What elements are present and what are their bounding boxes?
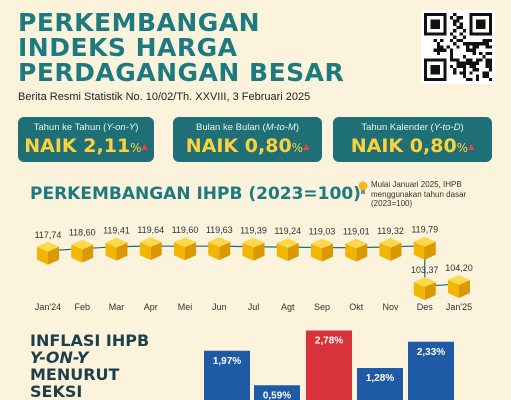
- inflasi-bar: [357, 368, 403, 400]
- ihpb-tick-label: Jun: [212, 302, 227, 312]
- ihpb-point: [345, 238, 368, 262]
- ihpb-data-label: 117,74: [35, 230, 62, 240]
- inflasi-bar-label: 1,28%: [366, 373, 394, 384]
- ihpb-data-label: 119,32: [377, 226, 404, 236]
- ihpb-data-label: 119,24: [274, 226, 301, 236]
- up-arrow-icon: ▲: [303, 142, 310, 151]
- card-month-to-month: Bulan ke Bulan (M-to-M) NAIK 0,80%▲: [173, 117, 322, 162]
- card-year-to-date: Tahun Kalender (Y-to-D) NAIK 0,80%▲: [333, 117, 492, 162]
- ihpb-point: [139, 237, 162, 261]
- inflasi-bar: [408, 341, 454, 400]
- ihpb-data-label: 104,20: [445, 263, 473, 273]
- ihpb-tick-label: Okt: [349, 302, 364, 312]
- ihpb-point: [71, 239, 94, 263]
- card-value: NAIK 0,80%▲: [350, 135, 475, 157]
- ihpb-line-chart: 117,74 118,60 119,41 119,64 119,60 119,63 119,…: [35, 225, 473, 312]
- ihpb-tick-label: Jul: [248, 302, 260, 312]
- title-line-2: INDEKS HARGA: [18, 33, 238, 62]
- card-year-on-year: Tahun ke Tahun (Y-on-Y) NAIK 2,11%▲: [18, 117, 154, 162]
- ihpb-data-label: 119,63: [206, 225, 233, 235]
- ihpb-tick-label: Feb: [74, 302, 90, 312]
- ihpb-point: [37, 241, 59, 265]
- ihpb-point: [311, 238, 333, 262]
- ihpb-data-label: 119,01: [343, 227, 370, 237]
- ihpb-tick-label: Mar: [109, 302, 125, 312]
- inflasi-bar-chart: 1,97% 0,59% 2,78% 1,28% 2,33%: [204, 330, 454, 400]
- ihpb-data-label: 119,64: [137, 225, 164, 235]
- ihpb-data-label: 119,03: [309, 227, 336, 237]
- ihpb-point: [242, 237, 265, 261]
- lightbulb-icon: [358, 181, 368, 194]
- ihpb-tick-label: Agt: [281, 302, 295, 312]
- ihpb-tick-label: Jan'25: [446, 302, 472, 312]
- inflasi-title: INFLASI IHPB Y-ON-Y MENURUT SEKSI: [30, 331, 150, 400]
- card-value: NAIK 0,80%▲: [185, 135, 310, 157]
- ihpb-data-label: 103,37: [411, 265, 439, 275]
- ihpb-point: [174, 237, 196, 261]
- qr-code-icon[interactable]: [421, 10, 495, 84]
- ihpb-tick-label: Apr: [144, 302, 158, 312]
- ihpb-point: [448, 275, 470, 299]
- card-value: NAIK 2,11%▲: [24, 135, 148, 157]
- ihpb-data-label: 118,60: [69, 228, 96, 238]
- ihpb-point: [276, 238, 299, 262]
- card-label: Tahun ke Tahun (Y-on-Y): [33, 122, 139, 133]
- ihpb-tick-label: Des: [417, 302, 434, 312]
- subtitle: Berita Resmi Statistik No. 10/02/Th. XXV…: [18, 91, 311, 103]
- ihpb-tick-label: Jan'24: [35, 302, 61, 312]
- ihpb-chart-title: PERKEMBANGAN IHPB (2023=100): [30, 184, 361, 204]
- ihpb-data-label: 119,41: [103, 226, 130, 236]
- title-line-3: PERDAGANGAN BESAR: [18, 58, 345, 87]
- up-arrow-icon: ▲: [141, 142, 148, 151]
- ihpb-point: [413, 236, 436, 260]
- title-line-1: PERKEMBANGAN: [18, 8, 261, 37]
- ihpb-tick-label: Nov: [382, 302, 399, 312]
- base-year-note: Mulai Januari 2025, IHPB menggunakan tah…: [371, 180, 467, 208]
- page-title: PERKEMBANGAN INDEKS HARGA PERDAGANGAN BE…: [18, 10, 344, 85]
- ihpb-point: [413, 277, 436, 301]
- up-arrow-icon: ▲: [468, 142, 475, 151]
- inflasi-bar: [254, 385, 300, 400]
- inflasi-bar: [306, 330, 352, 400]
- card-label: Tahun Kalender (Y-to-D): [361, 122, 464, 133]
- inflasi-bar-label: 2,78%: [315, 336, 343, 347]
- ihpb-data-label: 119,79: [411, 225, 438, 235]
- ihpb-point: [379, 237, 402, 261]
- ihpb-point: [105, 237, 128, 261]
- inflasi-bar-label: 1,97%: [213, 356, 241, 367]
- ihpb-point: [208, 237, 231, 261]
- ihpb-data-label: 119,39: [240, 226, 267, 236]
- ihpb-data-label: 119,60: [172, 225, 199, 235]
- inflasi-bar: [204, 350, 250, 400]
- card-label: Bulan ke Bulan (M-to-M): [196, 122, 299, 133]
- ihpb-tick-label: Mei: [178, 302, 193, 312]
- inflasi-bar-label: 0,59%: [263, 390, 291, 400]
- ihpb-tick-label: Sep: [314, 302, 330, 312]
- inflasi-bar-label: 2,33%: [417, 347, 445, 358]
